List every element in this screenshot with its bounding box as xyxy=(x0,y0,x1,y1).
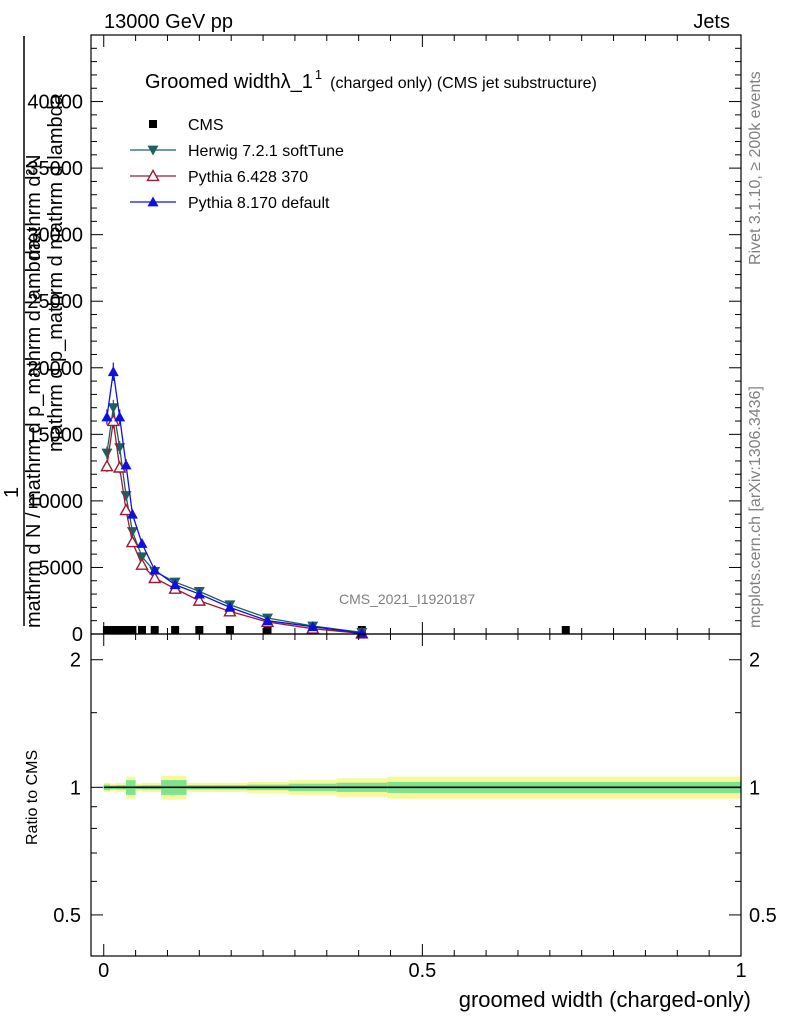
legend-label: CMS xyxy=(188,117,224,134)
data-point xyxy=(120,459,132,470)
legend-marker xyxy=(147,145,159,156)
x-axis-label: groomed width (charged-only) xyxy=(459,987,751,1012)
ratio-y-tick-label-right: 1 xyxy=(749,777,760,799)
data-point xyxy=(119,503,133,516)
data-point xyxy=(107,403,119,414)
legend-marker xyxy=(146,169,160,182)
data-point xyxy=(115,626,124,635)
data-point xyxy=(192,593,207,606)
x-tick-label: 0 xyxy=(98,960,109,982)
mcplots-label: mcplots.cern.ch [arXiv:1306.3436] xyxy=(747,386,764,628)
data-point xyxy=(307,621,319,632)
legend-marker xyxy=(147,196,159,207)
data-point xyxy=(135,557,149,570)
ratio-y-tick-label-right: 2 xyxy=(749,650,760,672)
main-title: Groomed widthλ_1 1(charged only) (CMS jet… xyxy=(145,67,597,93)
ratio-y-tick-label: 0.5 xyxy=(53,905,81,927)
series-line xyxy=(106,407,362,634)
legend-marker xyxy=(149,120,157,128)
y-label-denominator: mathrm d p_mathrm d mathrm d lambda xyxy=(45,93,67,452)
y-tick-label: 0 xyxy=(72,624,83,646)
ratio-panel: 0.5 0.51 12 2 0 0.5 1 Ratio to CMS groomed wi… xyxy=(24,633,777,1012)
series-line xyxy=(106,371,362,634)
main-panel: 0 5000 10000 15000 20000 25000 30000 35000 40000… xyxy=(1,34,742,646)
data-point xyxy=(149,564,161,575)
data-point xyxy=(122,626,131,635)
data-point xyxy=(171,626,180,635)
ratio-y-tick-labels: 0.5 0.5 1 1 2 2 xyxy=(53,650,777,927)
data-point xyxy=(100,459,114,472)
data-point xyxy=(126,508,138,519)
ratio-y-axis-label: Ratio to CMS xyxy=(24,750,41,845)
data-point xyxy=(195,626,204,635)
main-series xyxy=(100,362,570,639)
main-y-axis-label: mathrm d²N mathrm d p_mathrm d mathrm d … xyxy=(1,36,67,628)
data-point xyxy=(137,626,146,635)
data-point xyxy=(148,571,162,584)
legend-label: Herwig 7.2.1 softTune xyxy=(188,143,344,160)
legend-label: Pythia 8.170 default xyxy=(188,195,330,212)
data-point xyxy=(169,579,181,590)
data-point xyxy=(262,615,274,626)
data-point xyxy=(263,626,272,635)
y-tick-label: 25000 xyxy=(27,291,83,313)
ratio-y-tick-label: 2 xyxy=(70,650,81,672)
data-point xyxy=(109,626,118,635)
y-tick-label: 15000 xyxy=(27,424,83,446)
y-tick-label: 40000 xyxy=(27,92,83,114)
rivet-label: Rivet 3.1.10, ≥ 200k events xyxy=(747,71,764,265)
data-point xyxy=(136,537,148,548)
series-herwig-7-2-1-softtune xyxy=(101,399,368,638)
data-point xyxy=(128,626,137,635)
main-ticks xyxy=(91,35,742,635)
ratio-y-tick-label-right: 0.5 xyxy=(749,905,777,927)
y-tick-label: 5000 xyxy=(39,557,84,579)
data-point xyxy=(150,626,159,635)
analysis-watermark: CMS_2021_I1920187 xyxy=(339,591,475,607)
data-point xyxy=(125,535,140,548)
data-point xyxy=(561,626,570,635)
series-pythia-8-170-default xyxy=(101,362,368,638)
ratio-x-tick-labels: 0 0.5 1 xyxy=(98,960,746,982)
y-label-numerator: mathrm d²N xyxy=(23,154,45,260)
data-point xyxy=(225,626,234,635)
y-tick-label: 30000 xyxy=(27,225,83,247)
data-point xyxy=(224,601,236,612)
data-point xyxy=(107,366,119,377)
data-point xyxy=(136,552,148,563)
x-tick-label: 1 xyxy=(735,960,746,982)
y-tick-label: 20000 xyxy=(27,358,83,380)
y-tick-label: 35000 xyxy=(27,158,83,180)
header-category: Jets xyxy=(693,11,730,33)
series-pythia-6-428-370 xyxy=(100,413,369,639)
y-label-prefix-num: 1 xyxy=(1,487,23,498)
main-y-tick-labels: 0 5000 10000 15000 20000 25000 30000 35000 40000 xyxy=(27,92,83,646)
data-point xyxy=(193,588,205,599)
data-point xyxy=(114,411,126,422)
data-point xyxy=(101,411,113,422)
ratio-y-tick-label: 1 xyxy=(70,777,81,799)
data-point xyxy=(101,448,113,459)
y-tick-label: 10000 xyxy=(27,491,83,513)
header-process: 13000 GeV pp xyxy=(104,11,233,33)
legend: CMS Herwig 7.2.1 softTune Pythia 6.428 370… xyxy=(130,117,344,212)
data-point xyxy=(102,626,111,635)
ratio-frame xyxy=(90,633,742,957)
y-label-prefix-den: mathrm d N / mathrm d p_mathrm d lambda xyxy=(23,238,45,628)
x-tick-label: 0.5 xyxy=(408,960,436,982)
legend-label: Pythia 6.428 370 xyxy=(188,169,308,186)
